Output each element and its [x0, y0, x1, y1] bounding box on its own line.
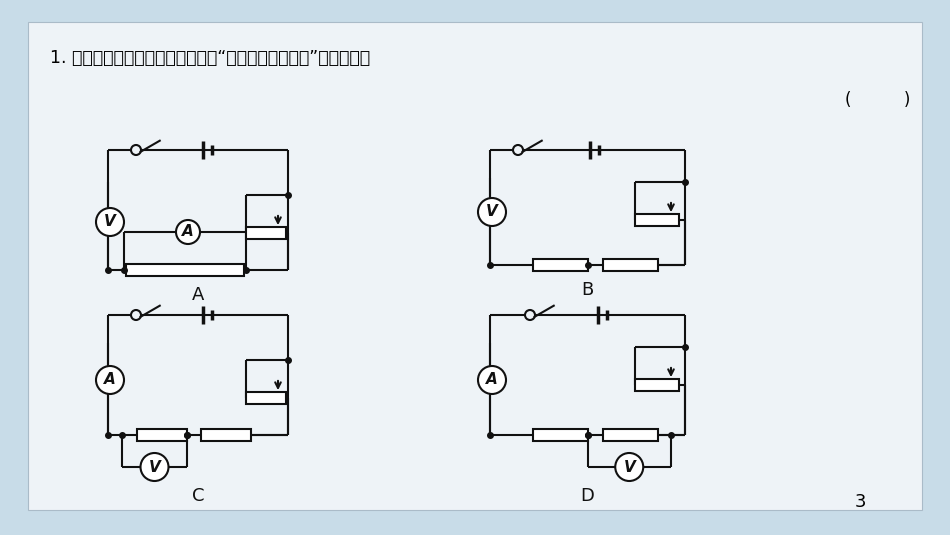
Text: (          ): ( ) — [845, 91, 910, 109]
Bar — [246, 392, 286, 404]
Text: A: A — [192, 286, 204, 304]
Text: V: V — [148, 460, 161, 475]
Circle shape — [478, 198, 506, 226]
Circle shape — [96, 208, 124, 236]
Bar — [602, 259, 657, 271]
Bar — [635, 379, 679, 391]
Text: V: V — [486, 204, 498, 219]
Circle shape — [525, 310, 535, 320]
Circle shape — [513, 145, 523, 155]
Bar — [533, 259, 587, 271]
Text: C: C — [192, 487, 204, 505]
Bar — [246, 227, 286, 239]
Circle shape — [176, 220, 200, 244]
Text: D: D — [580, 487, 595, 505]
Text: V: V — [104, 215, 116, 230]
Circle shape — [131, 310, 141, 320]
Text: V: V — [623, 460, 636, 475]
Circle shape — [96, 366, 124, 394]
Text: A: A — [104, 372, 116, 387]
Bar — [126, 264, 244, 276]
Bar — [533, 429, 587, 441]
Circle shape — [131, 145, 141, 155]
Bar — [201, 429, 251, 441]
Circle shape — [141, 453, 168, 481]
Bar — [137, 429, 187, 441]
Text: B: B — [581, 281, 594, 299]
Bar — [602, 429, 657, 441]
Text: 3: 3 — [854, 493, 865, 511]
Circle shape — [478, 366, 506, 394]
Text: A: A — [182, 225, 194, 240]
Text: 1. 在下列所示的电路图中，能研究“电流跟电压的关系”的电路图为: 1. 在下列所示的电路图中，能研究“电流跟电压的关系”的电路图为 — [50, 49, 371, 67]
Text: A: A — [486, 372, 498, 387]
Bar — [635, 214, 679, 226]
Circle shape — [616, 453, 643, 481]
